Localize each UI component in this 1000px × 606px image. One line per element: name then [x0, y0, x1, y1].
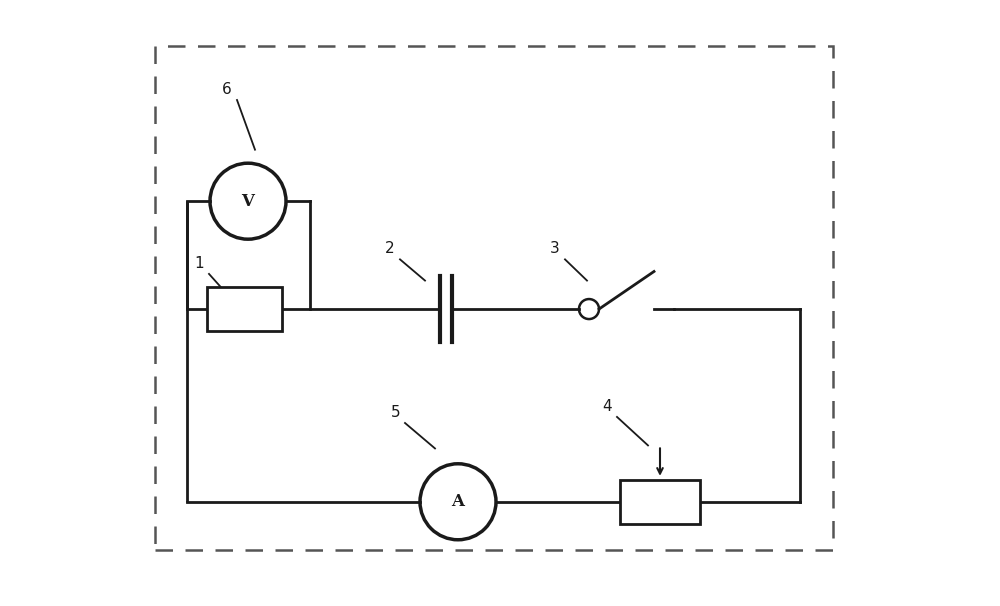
Text: 6: 6 [222, 82, 232, 97]
Text: 4: 4 [602, 399, 612, 414]
Text: 1: 1 [194, 256, 204, 271]
Text: V: V [242, 193, 254, 210]
Text: 5: 5 [390, 405, 400, 420]
Text: 3: 3 [550, 241, 560, 256]
Text: A: A [452, 493, 464, 510]
Text: 2: 2 [385, 241, 395, 256]
Bar [620, 480, 700, 524]
Bar [207, 287, 282, 331]
Bar [155, 46, 833, 550]
